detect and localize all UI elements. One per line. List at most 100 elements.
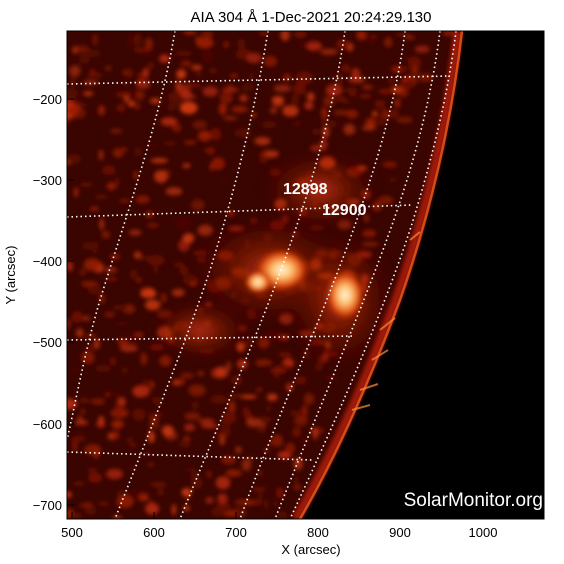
network-cell [99, 217, 104, 231]
network-cell [154, 170, 168, 183]
bright-active-region-cores [244, 248, 365, 321]
network-cell [142, 67, 149, 79]
network-cell [67, 398, 77, 410]
network-cell [274, 364, 291, 370]
network-cell [171, 504, 176, 516]
network-cell [182, 233, 195, 244]
network-cell [134, 147, 143, 157]
network-cell [257, 337, 270, 349]
network-cell [351, 68, 361, 77]
network-cell [407, 56, 421, 70]
network-cell [67, 318, 71, 330]
network-cell [205, 497, 214, 504]
network-cell [67, 88, 79, 99]
network-cell [184, 423, 196, 431]
network-cell [191, 401, 199, 410]
network-cell [135, 195, 150, 204]
network-cell [377, 195, 394, 205]
network-cell [198, 418, 215, 424]
network-cell [83, 102, 89, 107]
network-cell [384, 37, 393, 48]
network-cell [235, 446, 242, 454]
network-cell [78, 55, 90, 64]
network-cell [196, 72, 202, 77]
plot-frame [66, 30, 545, 520]
network-cell [229, 73, 239, 78]
network-cell [266, 393, 278, 401]
network-cell [145, 502, 160, 515]
network-cell [94, 194, 109, 200]
network-cell [343, 123, 356, 135]
network-cell [234, 128, 252, 138]
network-cell [176, 69, 187, 79]
network-cell [97, 501, 110, 507]
network-cell [106, 182, 116, 191]
network-cell [255, 359, 273, 366]
network-cell [285, 75, 291, 80]
network-cell [285, 442, 296, 454]
network-cell [265, 405, 272, 412]
solar-limb-edge [298, 31, 464, 519]
network-cell [126, 67, 134, 79]
network-cell [226, 360, 231, 372]
network-cell [109, 129, 123, 134]
network-cell [83, 501, 92, 506]
network-cell [136, 277, 142, 283]
network-cell [274, 375, 280, 379]
network-cell [76, 328, 84, 338]
network-cell [103, 276, 118, 282]
network-cell [220, 423, 231, 435]
network-cell [215, 476, 231, 490]
network-cell [129, 442, 138, 448]
network-cell [89, 207, 100, 211]
network-cell [115, 103, 126, 108]
x-axis-label: X (arcsec) [281, 542, 340, 557]
network-cell [132, 408, 146, 421]
grid-latitude-line [67, 451, 313, 461]
network-cell [271, 501, 279, 506]
network-cell [225, 469, 242, 477]
network-cell [80, 408, 86, 415]
network-cell [237, 38, 246, 50]
network-cell [71, 436, 86, 442]
network-cell [251, 113, 257, 117]
y-tick-label: −300 [33, 173, 62, 188]
network-cell [112, 304, 128, 311]
network-cell [259, 31, 268, 37]
network-cell [112, 514, 123, 519]
network-cell [210, 394, 228, 404]
network-cell [175, 80, 181, 90]
network-cell [72, 480, 86, 487]
network-cell [304, 393, 315, 405]
network-cell [257, 416, 273, 423]
network-cell [211, 157, 225, 170]
network-cell [192, 120, 207, 129]
network-cell [371, 114, 383, 122]
network-cell [150, 158, 169, 163]
network-cell [83, 49, 101, 58]
network-cell [77, 415, 82, 423]
network-cell [73, 187, 79, 198]
plot-area: 12898 12900 SolarMonitor.org [67, 31, 544, 519]
network-cell [179, 101, 198, 115]
network-cell [188, 83, 203, 88]
active-region-label-12900: 12900 [322, 202, 367, 219]
network-cell [116, 495, 134, 508]
network-cell [86, 333, 96, 338]
network-cell [362, 125, 376, 131]
network-cell [78, 268, 87, 276]
network-cell [113, 403, 123, 416]
network-cell [321, 106, 328, 118]
network-cell [83, 91, 94, 96]
network-cell [209, 163, 214, 171]
network-cell [178, 439, 192, 448]
network-cell [325, 376, 338, 380]
network-cell [133, 170, 138, 181]
network-cell [159, 355, 172, 367]
network-cell [79, 397, 90, 404]
network-cell [182, 163, 191, 168]
network-cell [72, 439, 78, 452]
network-cell [135, 79, 151, 89]
network-cell [67, 154, 82, 164]
x-axis [71, 512, 484, 519]
